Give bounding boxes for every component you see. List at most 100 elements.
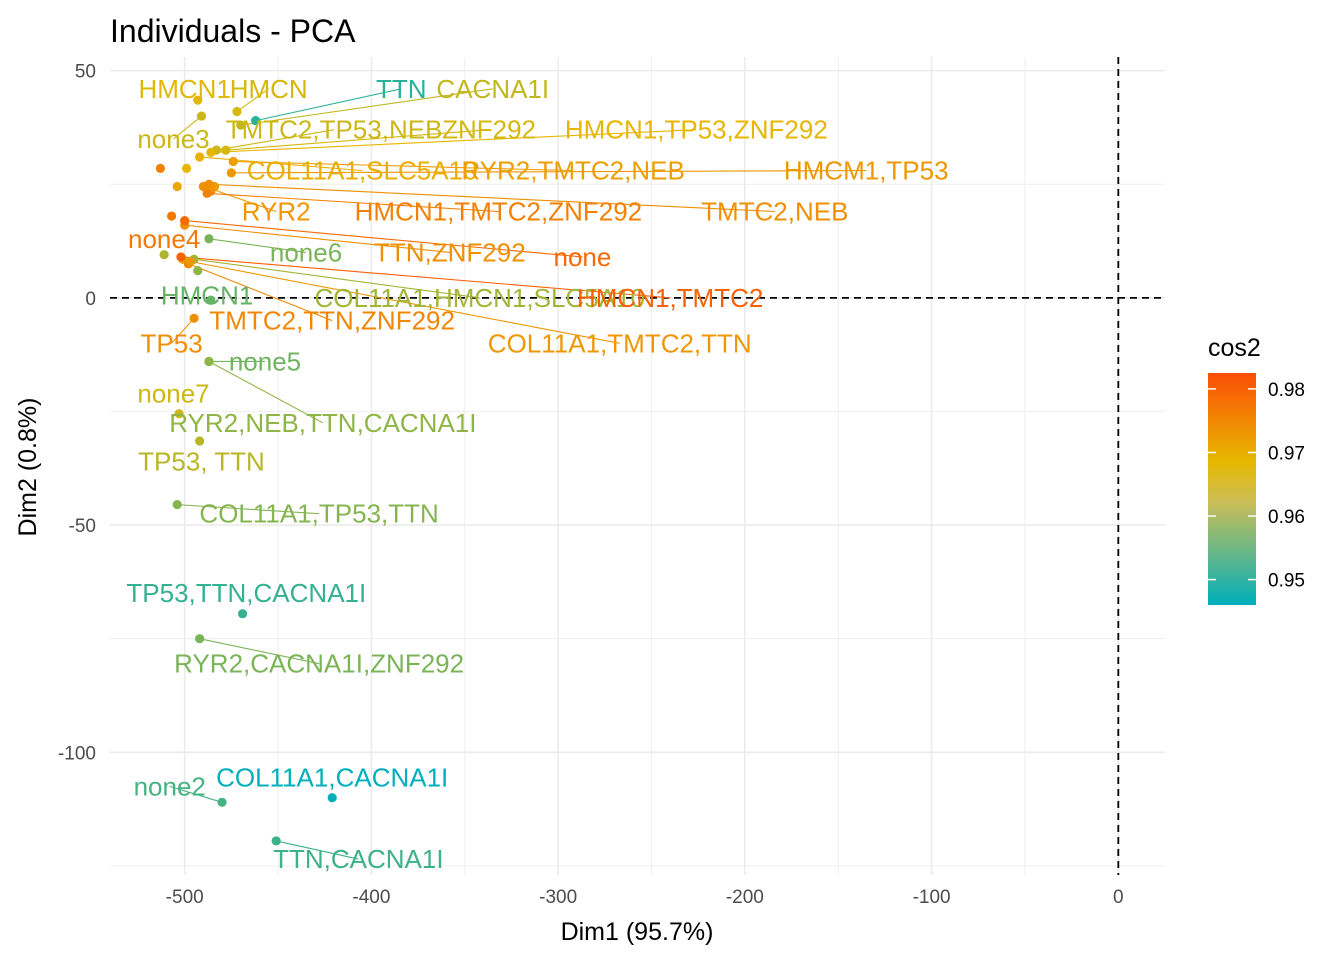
label-connector [188,263,333,322]
label-connector [199,156,363,172]
x-tick-label: -200 [726,887,764,908]
legend-tick-label: 0.95 [1268,571,1305,592]
label-connector [236,88,270,112]
data-point [237,609,248,619]
label-connector [240,88,493,126]
y-axis-title: Dim2 (0.8%) [14,398,42,537]
legend-colorbar [1208,373,1256,605]
data-point [172,500,182,510]
point-label: TTN [376,74,427,104]
color-legend: cos2 0.95 0.96 0.97 0.98 [1208,334,1305,605]
label-connector [184,220,583,258]
legend-tick-label: 0.97 [1268,443,1305,464]
data-point [217,797,227,807]
point-label: HMCN1,TP53,ZNF292 [565,115,828,145]
data-point [174,409,184,419]
data-point [193,95,203,105]
label-connector [180,256,671,299]
data-point [172,181,182,192]
point-label: TP53 [141,328,203,358]
label-connector [184,224,450,253]
data-point [181,163,192,173]
y-tick-label: -100 [58,743,96,764]
y-tick-label: 50 [75,62,96,83]
point-label: RYR2,TMTC2,NEB [461,156,684,186]
data-point [204,234,214,244]
point-label: HMCN1 [161,281,253,311]
data-point [176,252,186,262]
data-point [206,147,216,158]
point-label: RYR2,NEB,TTN,CACNA1I [169,408,476,438]
data-point [251,116,261,126]
point-label: none [553,242,611,272]
point-label: none3 [137,124,209,154]
label-connector [207,192,499,213]
label-connector [193,258,480,299]
data-point [180,216,190,226]
point-label: none5 [229,346,301,376]
data-point [185,256,195,267]
x-tick-label: 0 [1113,887,1124,908]
legend-tick-label: 0.96 [1268,507,1305,528]
label-connector [216,129,335,151]
point-label: TTN,CACNA1I [273,844,443,874]
data-point [193,265,203,276]
label-connector [177,504,320,515]
x-axis-ticks: -500 -400 -300 -200 -100 0 [166,887,1124,908]
point-label: HMCN1,TMTC2,ZNF292 [355,197,642,227]
x-tick-label: -100 [913,887,951,908]
data-point [228,156,238,167]
label-connector [210,129,697,153]
point-label: RYR2 [242,197,311,227]
y-axis-ticks: 50 0 -50 -100 [58,62,96,765]
point-label: TMTC2,TP53,NEB [226,115,443,145]
data-point [204,356,214,367]
label-connector [208,360,324,424]
data-point [327,793,337,803]
data-point [195,152,205,162]
data-point [195,634,205,644]
label-connector [208,183,775,213]
data-point [195,436,205,446]
chart-title: Individuals - PCA [110,13,356,49]
data-point [167,211,177,221]
label-connector [233,160,574,172]
x-tick-label: -300 [539,887,577,908]
data-point [236,120,246,130]
point-label: TP53, TTN [138,446,265,476]
label-connector [190,260,620,344]
point-label: COL11A1,TP53,TTN [199,499,438,529]
label-connector [225,129,490,151]
label-connector [208,238,307,253]
reference-lines [110,57,1165,875]
data-point [271,836,281,846]
point-label: none4 [128,224,200,254]
label-connector [276,840,359,860]
point-label: TTN,ZNF292 [374,237,526,267]
point-label: TP53,TTN,CACNA1I [126,578,366,608]
label-connector [231,170,867,174]
data-point [232,106,242,117]
point-label: none2 [134,771,206,801]
x-axis-title: Dim1 (95.7%) [561,918,714,946]
label-connector [199,638,320,665]
legend-title: cos2 [1208,334,1261,362]
point-label: HMCN1 [138,74,230,104]
point-label: HMCN1,TMTC2 [577,283,763,313]
data-points [155,95,337,846]
legend-ticks: 0.95 0.96 0.97 0.98 [1208,380,1305,592]
point-label: CACNA1I [436,74,549,104]
point-label: COL11A1,HMCN1,SLC5A10 [314,283,644,313]
data-point [189,313,199,323]
label-connector [169,785,223,803]
data-point [206,295,216,305]
legend-tick-label: 0.98 [1268,380,1305,401]
label-connector [210,188,277,213]
point-label: COL11A1,TMTC2,TTN [488,328,752,358]
x-tick-label: -500 [166,887,204,908]
data-point [221,145,231,155]
label-connector [255,88,402,122]
point-label: COL11A1,SLC5A10 [247,156,478,186]
